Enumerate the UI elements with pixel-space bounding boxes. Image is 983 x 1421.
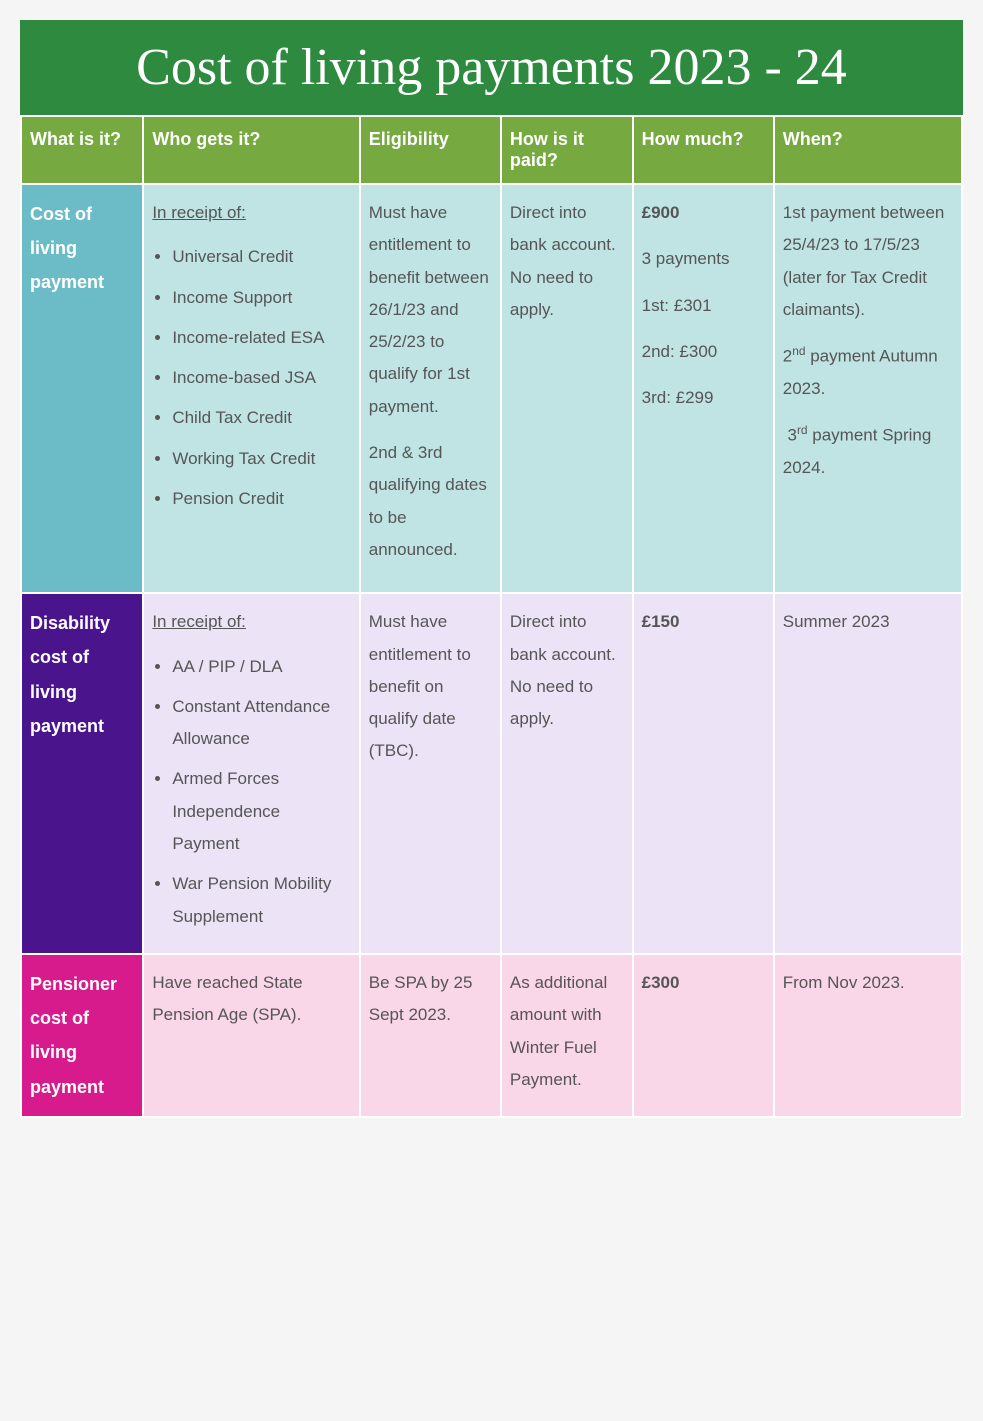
eligibility-text: Must have entitlement to benefit between… bbox=[369, 197, 492, 423]
col-header: Eligibility bbox=[360, 116, 501, 184]
list-item: AA / PIP / DLA bbox=[172, 651, 350, 683]
when-text: 2nd payment Autumn 2023. bbox=[783, 340, 953, 405]
when-cell: From Nov 2023. bbox=[774, 954, 962, 1117]
amount-bold: £900 bbox=[642, 197, 765, 229]
payments-table: What is it? Who gets it? Eligibility How… bbox=[20, 115, 963, 1118]
list-item: Constant Attendance Allowance bbox=[172, 691, 350, 756]
eligibility-cell: Must have entitlement to benefit on qual… bbox=[360, 593, 501, 954]
col-header: How much? bbox=[633, 116, 774, 184]
eligibility-cell: Be SPA by 25 Sept 2023. bbox=[360, 954, 501, 1117]
table-row: Cost of living payment In receipt of: Un… bbox=[21, 184, 962, 593]
col-header: What is it? bbox=[21, 116, 143, 184]
row-name: Cost of living payment bbox=[21, 184, 143, 593]
amount-line: 3 payments bbox=[642, 243, 765, 275]
how-paid-cell: Direct into bank account. No need to app… bbox=[501, 184, 633, 593]
list-item: Child Tax Credit bbox=[172, 402, 350, 434]
who-intro: In receipt of: bbox=[152, 197, 246, 229]
who-list: AA / PIP / DLA Constant Attendance Allow… bbox=[152, 651, 350, 933]
col-header: When? bbox=[774, 116, 962, 184]
amount-bold: £150 bbox=[642, 612, 680, 631]
table-row: Disability cost of living payment In rec… bbox=[21, 593, 962, 954]
amount-line: 1st: £301 bbox=[642, 290, 765, 322]
eligibility-text: 2nd & 3rd qualifying dates to be announc… bbox=[369, 437, 492, 566]
list-item: War Pension Mobility Supplement bbox=[172, 868, 350, 933]
col-header: Who gets it? bbox=[143, 116, 359, 184]
amount-line: 2nd: £300 bbox=[642, 336, 765, 368]
list-item: Pension Credit bbox=[172, 483, 350, 515]
row-name: Disability cost of living payment bbox=[21, 593, 143, 954]
list-item: Income-based JSA bbox=[172, 362, 350, 394]
when-cell: 1st payment between 25/4/23 to 17/5/23 (… bbox=[774, 184, 962, 593]
document-container: Cost of living payments 2023 - 24 What i… bbox=[20, 20, 963, 1118]
list-item: Income-related ESA bbox=[172, 322, 350, 354]
amount-bold: £300 bbox=[642, 973, 680, 992]
list-item: Universal Credit bbox=[172, 241, 350, 273]
col-header: How is it paid? bbox=[501, 116, 633, 184]
how-much-cell: £900 3 payments 1st: £301 2nd: £300 3rd:… bbox=[633, 184, 774, 593]
who-intro: In receipt of: bbox=[152, 606, 246, 638]
who-cell: Have reached State Pension Age (SPA). bbox=[143, 954, 359, 1117]
who-cell: In receipt of: Universal Credit Income S… bbox=[143, 184, 359, 593]
when-cell: Summer 2023 bbox=[774, 593, 962, 954]
amount-line: 3rd: £299 bbox=[642, 382, 765, 414]
eligibility-cell: Must have entitlement to benefit between… bbox=[360, 184, 501, 593]
how-paid-cell: Direct into bank account. No need to app… bbox=[501, 593, 633, 954]
page-title: Cost of living payments 2023 - 24 bbox=[20, 20, 963, 115]
how-much-cell: £300 bbox=[633, 954, 774, 1117]
table-row: Pensioner cost of living payment Have re… bbox=[21, 954, 962, 1117]
who-cell: In receipt of: AA / PIP / DLA Constant A… bbox=[143, 593, 359, 954]
header-row: What is it? Who gets it? Eligibility How… bbox=[21, 116, 962, 184]
who-list: Universal Credit Income Support Income-r… bbox=[152, 241, 350, 515]
when-text: 1st payment between 25/4/23 to 17/5/23 (… bbox=[783, 197, 953, 326]
row-name: Pensioner cost of living payment bbox=[21, 954, 143, 1117]
how-much-cell: £150 bbox=[633, 593, 774, 954]
list-item: Working Tax Credit bbox=[172, 443, 350, 475]
when-text: 3rd payment Spring 2024. bbox=[783, 419, 953, 484]
list-item: Income Support bbox=[172, 282, 350, 314]
list-item: Armed Forces Independence Payment bbox=[172, 763, 350, 860]
how-paid-cell: As additional amount with Winter Fuel Pa… bbox=[501, 954, 633, 1117]
